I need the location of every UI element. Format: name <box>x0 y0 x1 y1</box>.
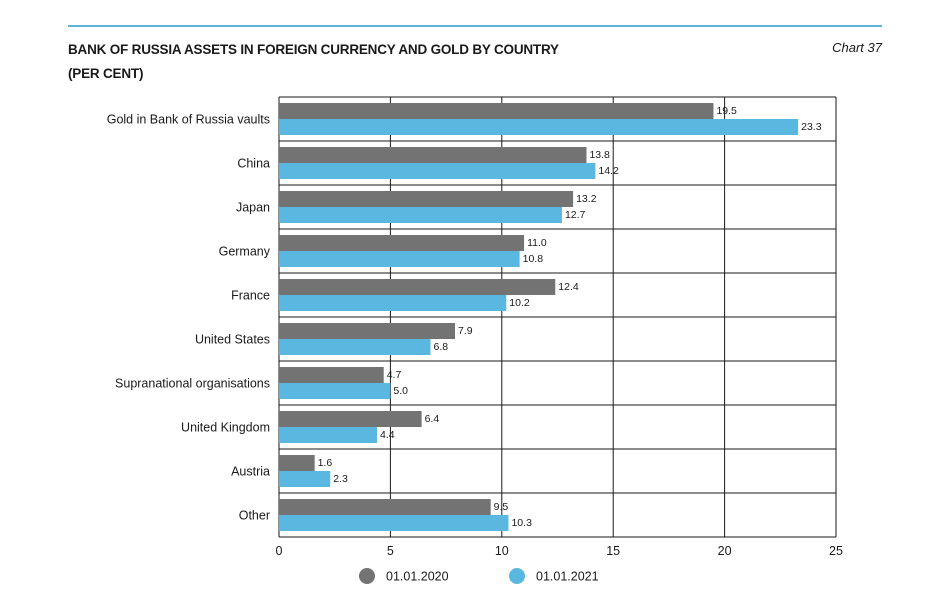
title-line-2: (PER CENT) <box>68 66 144 81</box>
data-label: 11.0 <box>527 237 547 249</box>
bar-01.01.2020-germany <box>279 235 525 251</box>
data-label: 6.8 <box>434 341 449 353</box>
data-label: 14.2 <box>598 165 619 177</box>
bar-01.01.2021-china <box>279 163 596 179</box>
data-label: 10.2 <box>509 297 530 309</box>
data-label: 23.3 <box>801 121 822 133</box>
legend-marker <box>359 568 375 584</box>
category-label: United States <box>195 333 270 347</box>
title-line-1: BANK OF RUSSIA ASSETS IN FOREIGN CURRENC… <box>68 42 559 57</box>
bar-01.01.2021-gold-in-bank-of-russia-vaults <box>279 119 799 135</box>
data-label: 12.7 <box>565 209 586 221</box>
bar-01.01.2020-china <box>279 147 587 163</box>
category-label: Japan <box>236 201 270 215</box>
chart-number: Chart 37 <box>832 40 882 55</box>
data-label: 10.8 <box>523 253 544 265</box>
category-label: Gold in Bank of Russia vaults <box>107 113 270 127</box>
data-label: 6.4 <box>425 413 440 425</box>
bar-01.01.2021-other <box>279 515 509 531</box>
data-label: 10.3 <box>511 517 532 529</box>
bar-01.01.2021-france <box>279 295 507 311</box>
data-label: 13.2 <box>576 193 597 205</box>
category-label: Supranational organisations <box>115 377 270 391</box>
bar-01.01.2020-united-kingdom <box>279 411 422 427</box>
data-label: 12.4 <box>558 281 579 293</box>
bar-01.01.2020-united-states <box>279 323 456 339</box>
data-label: 4.7 <box>387 369 402 381</box>
x-tick-label: 25 <box>829 544 843 558</box>
data-label: 9.5 <box>494 501 509 513</box>
data-label: 1.6 <box>318 457 333 469</box>
category-label: Other <box>239 509 270 523</box>
data-label: 5.0 <box>393 385 408 397</box>
bar-01.01.2021-germany <box>279 251 520 267</box>
category-label: United Kingdom <box>181 421 270 435</box>
bar-01.01.2021-supranational-organisations <box>279 383 391 399</box>
category-label: Germany <box>219 245 271 259</box>
bar-01.01.2020-japan <box>279 191 574 207</box>
bar-01.01.2021-united-states <box>279 339 431 355</box>
bar-01.01.2021-united-kingdom <box>279 427 378 443</box>
legend-label: 01.01.2021 <box>536 570 599 584</box>
x-tick-label: 5 <box>387 544 394 558</box>
bar-01.01.2020-other <box>279 499 491 515</box>
bar-01.01.2020-supranational-organisations <box>279 367 384 383</box>
x-tick-label: 15 <box>606 544 620 558</box>
bar-01.01.2020-france <box>279 279 556 295</box>
data-label: 7.9 <box>458 325 473 337</box>
legend-label: 01.01.2020 <box>386 570 449 584</box>
chart-title: BANK OF RUSSIA ASSETS IN FOREIGN CURRENC… <box>68 38 628 86</box>
category-label: France <box>231 289 270 303</box>
x-tick-label: 10 <box>495 544 509 558</box>
data-label: 19.5 <box>716 105 737 117</box>
data-label: 13.8 <box>589 149 610 161</box>
legend-marker <box>509 568 525 584</box>
category-label: China <box>237 157 270 171</box>
bar-01.01.2020-gold-in-bank-of-russia-vaults <box>279 103 714 119</box>
data-label: 2.3 <box>333 473 348 485</box>
bar-01.01.2020-austria <box>279 455 315 471</box>
x-tick-label: 20 <box>718 544 732 558</box>
data-label: 4.4 <box>380 429 395 441</box>
top-rule <box>68 25 882 27</box>
bar-01.01.2021-austria <box>279 471 331 487</box>
category-label: Austria <box>231 465 270 479</box>
bar-01.01.2021-japan <box>279 207 562 223</box>
x-tick-label: 0 <box>276 544 283 558</box>
